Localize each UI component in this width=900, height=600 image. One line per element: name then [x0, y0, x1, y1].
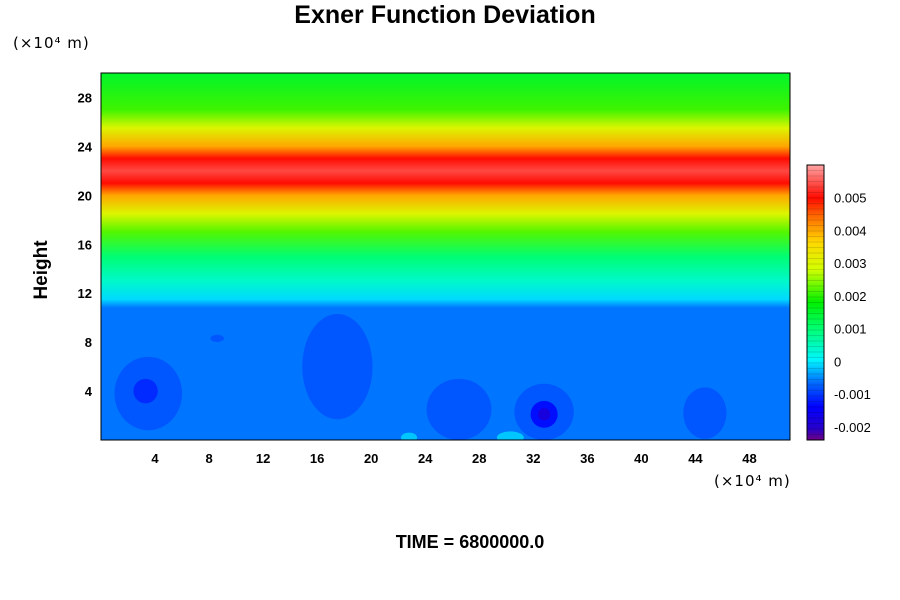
- y-tick-label: 8: [85, 335, 92, 350]
- heatmap-anomaly: [538, 408, 551, 421]
- heatmap-anomaly: [426, 378, 492, 440]
- colorbar-tick-label: 0.002: [834, 289, 867, 304]
- y-tick-label: 4: [85, 384, 93, 399]
- x-tick-label: 28: [472, 451, 486, 466]
- x-tick-label: 24: [418, 451, 433, 466]
- heatmap-anomaly: [210, 334, 224, 343]
- y-tick-label: 24: [78, 139, 93, 154]
- heatmap-anomaly: [496, 431, 524, 440]
- colorbar-gradient: [807, 165, 824, 440]
- colorbar-tick-label: -0.001: [834, 387, 871, 402]
- x-tick-label: 40: [634, 451, 648, 466]
- x-tick-label: 20: [364, 451, 378, 466]
- x-tick-label: 48: [742, 451, 756, 466]
- x-tick-label: 44: [688, 451, 703, 466]
- y-tick-label: 20: [78, 188, 92, 203]
- heatmap-anomaly: [302, 313, 373, 420]
- x-tick-label: 16: [310, 451, 324, 466]
- x-tick-label: 36: [580, 451, 594, 466]
- colorbar-tick-label: 0.004: [834, 223, 867, 238]
- y-tick-label: 12: [78, 286, 92, 301]
- colorbar-tick-label: 0.003: [834, 256, 867, 271]
- colorbar-tick-label: 0.005: [834, 191, 867, 206]
- y-axis-unit: (×10⁴ m): [13, 34, 90, 52]
- heatmap-anomaly: [133, 378, 158, 404]
- heatmap-background: [101, 73, 790, 440]
- time-label: TIME = 6800000.0: [395, 532, 545, 552]
- colorbar-frame: [806, 164, 825, 441]
- y-tick-label: 16: [78, 237, 92, 252]
- y-tick-label: 28: [78, 90, 92, 105]
- colorbar: 0.005 0.004 0.003 0.002 0.001 0 -0.001 -0.002: [806, 164, 871, 441]
- heatmap-anomaly: [683, 387, 727, 439]
- heatmap-field: [101, 73, 790, 440]
- x-tick-label: 32: [526, 451, 540, 466]
- x-axis-unit: (×10⁴ m): [714, 472, 791, 490]
- x-tick-label: 8: [205, 451, 212, 466]
- chart-title: Exner Function Deviation: [294, 1, 596, 29]
- heatmap-anomaly: [400, 432, 418, 440]
- x-tick-label: 12: [256, 451, 270, 466]
- plot-frame: [100, 72, 791, 441]
- colorbar-tick-label: 0: [834, 354, 841, 369]
- colorbar-tick-label: 0.001: [834, 322, 867, 337]
- x-tick-label: 4: [151, 451, 159, 466]
- colorbar-tick-label: -0.002: [834, 420, 871, 435]
